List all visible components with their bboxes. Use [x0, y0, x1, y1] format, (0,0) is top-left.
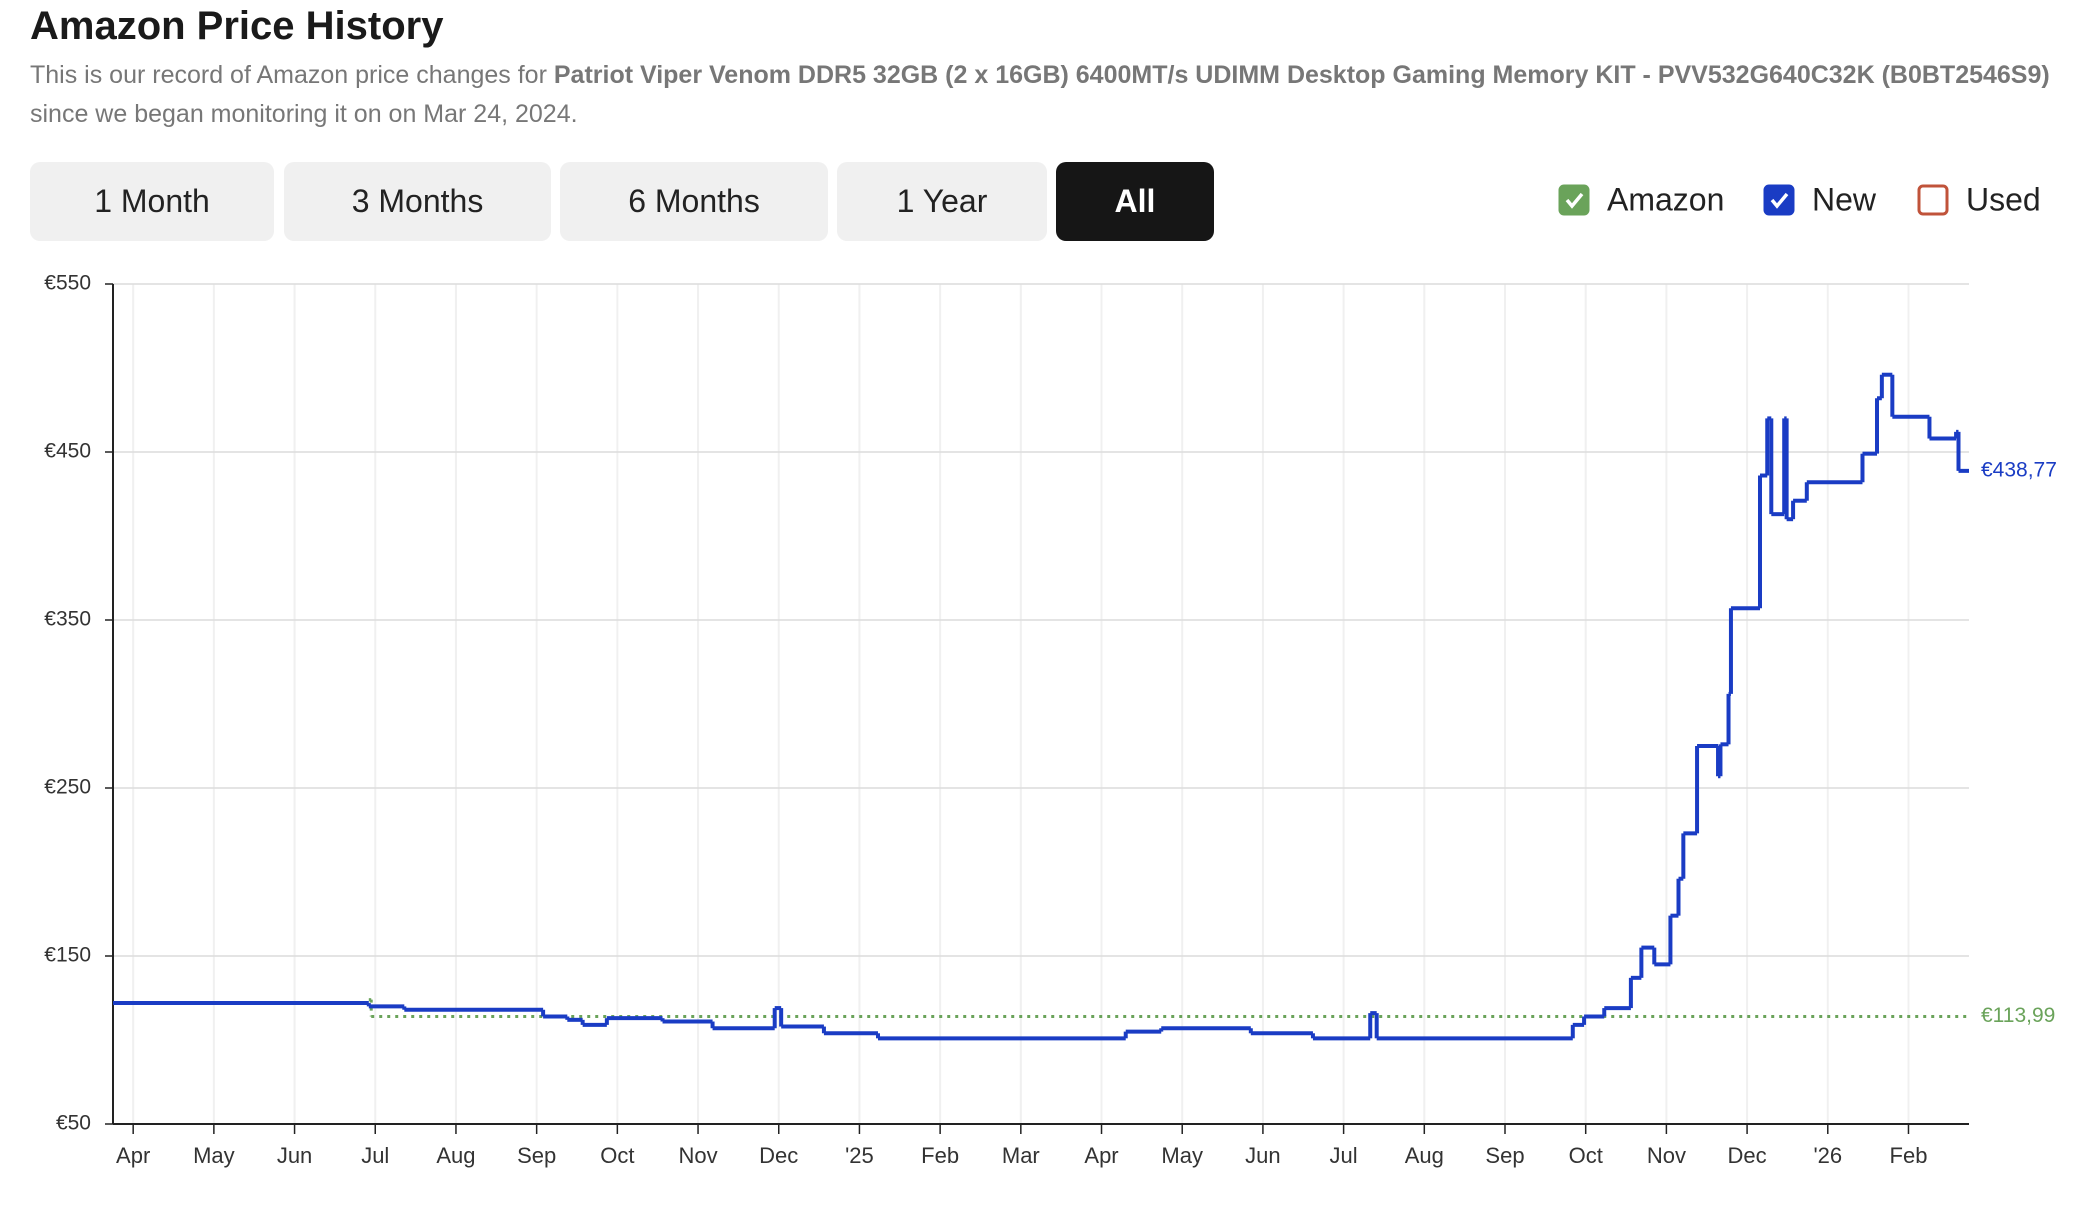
x-tick-label: Jul	[361, 1143, 389, 1168]
x-tick-label: Jul	[1330, 1143, 1358, 1168]
page-title: Amazon Price History	[30, 4, 444, 48]
x-tick-label: May	[193, 1143, 235, 1168]
product-name: Patriot Viper Venom DDR5 32GB (2 x 16GB)…	[553, 61, 2050, 89]
x-tick-label: Apr	[116, 1143, 150, 1168]
description-text: since we began monitoring it on on Mar 2…	[30, 100, 578, 128]
legend-item[interactable]: New	[1763, 181, 1877, 217]
x-tick-label: Dec	[1728, 1143, 1767, 1168]
x-tick-label: May	[1161, 1143, 1203, 1168]
x-tick-label: Sep	[1485, 1143, 1524, 1168]
end-label: €438,77	[1981, 458, 2057, 481]
y-tick-label: €550	[44, 272, 91, 295]
x-tick-label: Feb	[1890, 1143, 1928, 1168]
y-tick-label: €50	[56, 1112, 91, 1135]
x-tick-label: Nov	[678, 1143, 717, 1168]
y-tick-label: €150	[44, 944, 91, 967]
check-mark	[1565, 192, 1584, 209]
check-mark	[1770, 192, 1789, 209]
x-tick-label: Apr	[1084, 1143, 1118, 1168]
legend-checkbox	[1763, 184, 1795, 216]
range-button[interactable]: All	[1056, 162, 1214, 241]
x-tick-label: Oct	[600, 1143, 634, 1168]
legend-label: Amazon	[1607, 181, 1724, 217]
description: This is our record of Amazon price chang…	[30, 56, 2060, 134]
x-tick-label: '26	[1813, 1143, 1842, 1168]
x-tick-label: Sep	[517, 1143, 556, 1168]
x-tick-label: Feb	[921, 1143, 959, 1168]
legend-item[interactable]: Amazon	[1558, 181, 1724, 217]
x-tick-label: Jun	[1245, 1143, 1280, 1168]
x-tick-label: '25	[845, 1143, 874, 1168]
x-tick-label: Aug	[436, 1143, 475, 1168]
x-tick-label: Aug	[1405, 1143, 1444, 1168]
range-button[interactable]: 3 Months	[284, 162, 551, 241]
legend-checkbox	[1558, 184, 1590, 216]
range-button[interactable]: 1 Month	[30, 162, 274, 241]
x-tick-label: Mar	[1002, 1143, 1040, 1168]
y-tick-label: €350	[44, 608, 91, 631]
description-text: This is our record of Amazon price chang…	[30, 61, 554, 89]
legend-label: New	[1812, 181, 1877, 217]
range-button[interactable]: 1 Year	[837, 162, 1047, 241]
end-label: €113,99	[1981, 1004, 2055, 1027]
range-button[interactable]: 6 Months	[560, 162, 828, 241]
x-tick-label: Jun	[277, 1143, 312, 1168]
y-tick-label: €250	[44, 776, 91, 799]
legend-checkbox	[1917, 184, 1949, 216]
x-tick-label: Nov	[1647, 1143, 1686, 1168]
y-tick-label: €450	[44, 440, 91, 463]
x-tick-label: Dec	[759, 1143, 798, 1168]
legend-item[interactable]: Used	[1917, 181, 2041, 217]
legend-label: Used	[1966, 181, 2041, 217]
x-tick-label: Oct	[1569, 1143, 1603, 1168]
